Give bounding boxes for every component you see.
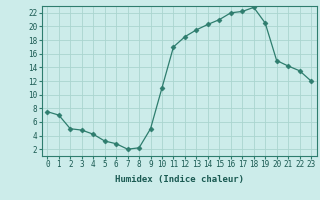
X-axis label: Humidex (Indice chaleur): Humidex (Indice chaleur) xyxy=(115,175,244,184)
